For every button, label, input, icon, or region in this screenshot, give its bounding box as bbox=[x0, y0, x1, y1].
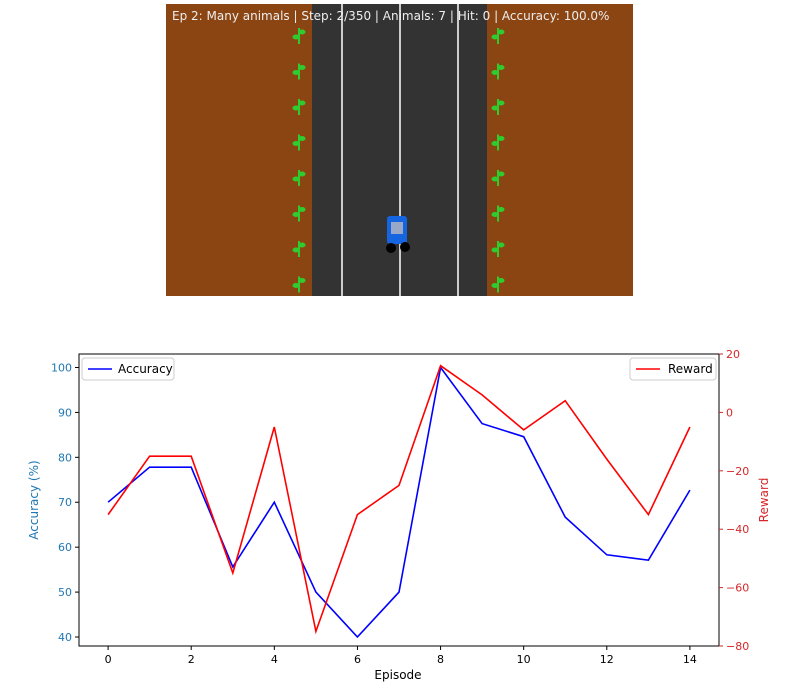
x-tick-label: 12 bbox=[600, 653, 614, 666]
right-tick-label: −60 bbox=[726, 582, 749, 595]
game-view: Ep 2: Many animals | Step: 2/350 | Anima… bbox=[166, 4, 633, 296]
plant-icon bbox=[491, 134, 505, 151]
left-tick-label: 60 bbox=[58, 541, 72, 554]
x-tick-label: 0 bbox=[105, 653, 112, 666]
right-y-ticks: −80 −60 −40 −20 0 20 bbox=[719, 348, 749, 653]
x-tick-label: 8 bbox=[437, 653, 444, 666]
left-tick-label: 100 bbox=[51, 361, 72, 374]
plant-icon bbox=[491, 276, 505, 293]
legend-accuracy: Accuracy bbox=[81, 357, 175, 381]
right-tick-label: −80 bbox=[726, 640, 749, 653]
plant-icon bbox=[491, 241, 505, 257]
plant-icon bbox=[292, 170, 306, 186]
plant-icon bbox=[491, 99, 505, 115]
x-ticks: 0 2 4 6 8 10 12 14 bbox=[105, 646, 697, 666]
plant-icon bbox=[491, 170, 505, 186]
left-tick-label: 80 bbox=[58, 451, 72, 464]
left-y-ticks: 40 50 60 70 80 90 100 bbox=[51, 361, 79, 644]
game-scene: Ep 2: Many animals | Step: 2/350 | Anima… bbox=[166, 4, 633, 296]
x-tick-label: 14 bbox=[683, 653, 697, 666]
left-axis-label: Accuracy (%) bbox=[27, 460, 41, 539]
right-tick-label: 20 bbox=[726, 348, 740, 361]
legend-reward-label: Reward bbox=[668, 362, 713, 376]
plant-icon bbox=[292, 241, 306, 257]
left-tick-label: 90 bbox=[58, 406, 72, 419]
plant-icon bbox=[292, 63, 306, 80]
series-line-reward bbox=[107, 364, 691, 635]
left-tick-label: 70 bbox=[58, 496, 72, 509]
car-icon bbox=[386, 216, 410, 253]
plant-icon bbox=[292, 99, 306, 115]
right-tick-label: −40 bbox=[726, 523, 749, 536]
left-tick-label: 50 bbox=[58, 586, 72, 599]
series-layer bbox=[107, 364, 691, 639]
plant-icon bbox=[292, 276, 306, 293]
legend-accuracy-label: Accuracy bbox=[118, 362, 173, 376]
plant-icon bbox=[491, 28, 505, 44]
right-tick-label: 0 bbox=[726, 406, 733, 419]
right-axis-label: Reward bbox=[757, 478, 771, 523]
dirt-left bbox=[166, 4, 312, 296]
chart: 40 50 60 70 80 90 100 −80 −60 −40 −20 0 20 0 2 4 6 8 10 1… bbox=[27, 348, 771, 682]
x-tick-label: 6 bbox=[354, 653, 361, 666]
x-tick-label: 2 bbox=[188, 653, 195, 666]
plant-column-right bbox=[491, 28, 505, 293]
left-tick-label: 40 bbox=[58, 631, 72, 644]
plant-column-left bbox=[292, 28, 306, 293]
plot-frame bbox=[78, 353, 720, 647]
status-text: Ep 2: Many animals | Step: 2/350 | Anima… bbox=[172, 9, 609, 23]
x-axis-label: Episode bbox=[374, 668, 421, 682]
plant-icon bbox=[292, 134, 306, 151]
right-tick-label: −20 bbox=[726, 465, 749, 478]
plot-area bbox=[78, 353, 720, 647]
plant-icon bbox=[491, 63, 505, 80]
dirt-right bbox=[487, 4, 633, 296]
x-tick-label: 4 bbox=[271, 653, 278, 666]
series-line-accuracy bbox=[107, 365, 691, 639]
plant-icon bbox=[491, 205, 505, 222]
plant-icon bbox=[292, 205, 306, 222]
plant-icon bbox=[292, 28, 306, 44]
x-tick-label: 10 bbox=[517, 653, 531, 666]
legend-reward: Reward bbox=[629, 357, 717, 381]
